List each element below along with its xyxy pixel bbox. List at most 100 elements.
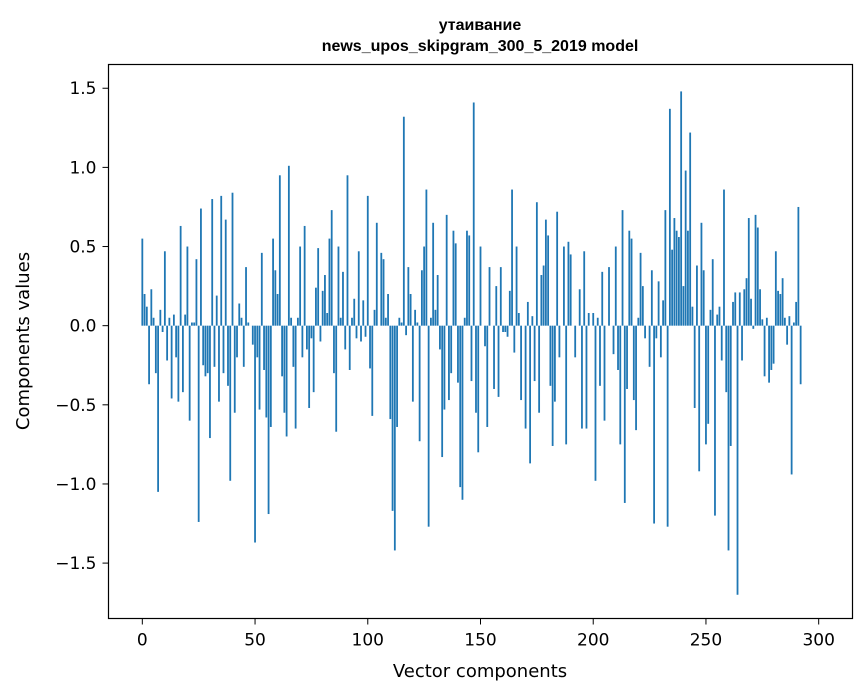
bar bbox=[493, 325, 495, 389]
bar bbox=[621, 210, 624, 326]
bar bbox=[531, 316, 534, 326]
bar bbox=[736, 325, 739, 595]
bar bbox=[513, 325, 516, 353]
bar bbox=[637, 317, 640, 326]
bar bbox=[623, 325, 626, 503]
bar bbox=[420, 270, 423, 326]
bar bbox=[714, 325, 716, 516]
bar bbox=[175, 325, 178, 358]
bar bbox=[439, 325, 441, 350]
bar bbox=[461, 325, 464, 500]
bar bbox=[238, 303, 241, 326]
bar bbox=[650, 270, 653, 326]
bar bbox=[240, 317, 243, 326]
bar bbox=[506, 325, 509, 337]
bar bbox=[526, 301, 529, 326]
chart-subtitle: news_upos_skipgram_300_5_2019 model bbox=[322, 38, 639, 55]
bar bbox=[303, 225, 306, 326]
bar bbox=[292, 325, 295, 367]
bar bbox=[601, 271, 604, 326]
bar bbox=[569, 254, 572, 326]
x-axis-ticks: 0 50 100 150 200 250 300 bbox=[137, 618, 835, 651]
bar bbox=[454, 243, 457, 326]
bar bbox=[799, 325, 802, 385]
bar bbox=[353, 298, 356, 326]
bar bbox=[342, 271, 344, 326]
bar bbox=[779, 294, 782, 326]
bar bbox=[154, 325, 157, 374]
bar bbox=[186, 246, 189, 326]
bar bbox=[143, 294, 146, 326]
bar bbox=[441, 325, 444, 458]
bar bbox=[583, 251, 586, 326]
bar bbox=[236, 325, 238, 358]
bar bbox=[369, 325, 371, 369]
bar bbox=[472, 102, 475, 326]
bar bbox=[382, 259, 385, 326]
y-axis-label: Components values bbox=[13, 252, 34, 430]
bar bbox=[635, 325, 637, 431]
bar bbox=[335, 325, 338, 432]
bar bbox=[718, 306, 721, 326]
bar bbox=[242, 325, 245, 367]
bar bbox=[290, 317, 293, 326]
bar bbox=[459, 325, 462, 488]
bar bbox=[380, 252, 383, 326]
bar bbox=[657, 281, 660, 326]
bar bbox=[574, 325, 577, 358]
bar bbox=[655, 325, 658, 339]
bar bbox=[206, 325, 209, 374]
bar bbox=[750, 298, 752, 326]
bar bbox=[204, 325, 207, 377]
y-tick-label: 1.0 bbox=[69, 158, 96, 178]
bar bbox=[795, 301, 798, 326]
bar bbox=[547, 235, 550, 326]
bar bbox=[554, 325, 556, 402]
bar bbox=[152, 317, 155, 326]
bar bbox=[752, 325, 755, 329]
bar bbox=[558, 325, 561, 358]
bar bbox=[511, 189, 513, 326]
bar bbox=[700, 222, 703, 326]
bar bbox=[761, 319, 764, 326]
bar bbox=[375, 222, 378, 326]
bar bbox=[224, 219, 227, 326]
bar bbox=[756, 227, 759, 326]
bar bbox=[360, 325, 362, 342]
bar bbox=[617, 325, 619, 370]
bar bbox=[373, 309, 376, 326]
bar bbox=[269, 325, 272, 427]
bar bbox=[632, 325, 635, 401]
bar bbox=[393, 325, 396, 551]
bar bbox=[430, 317, 432, 326]
bar bbox=[346, 175, 349, 326]
bar bbox=[384, 317, 387, 326]
bar bbox=[723, 189, 725, 326]
bar bbox=[709, 309, 712, 326]
bar bbox=[529, 325, 531, 464]
bar bbox=[682, 286, 685, 326]
bar bbox=[299, 246, 302, 326]
bar bbox=[371, 325, 374, 416]
plot-frame bbox=[107, 63, 854, 620]
bar bbox=[416, 322, 419, 326]
x-tick-label: 300 bbox=[802, 631, 834, 651]
bar bbox=[596, 317, 599, 326]
bar bbox=[689, 132, 692, 326]
bar bbox=[258, 325, 261, 410]
bar bbox=[278, 175, 281, 326]
bar bbox=[306, 325, 308, 350]
bar bbox=[409, 294, 412, 326]
bar bbox=[233, 325, 236, 413]
bar bbox=[797, 206, 800, 326]
bar bbox=[150, 289, 153, 326]
bar bbox=[326, 313, 329, 326]
bar bbox=[720, 325, 723, 361]
bar bbox=[321, 290, 324, 326]
bar bbox=[466, 230, 468, 326]
bar bbox=[427, 325, 430, 527]
bar bbox=[508, 290, 511, 326]
bar bbox=[398, 317, 401, 326]
bar bbox=[549, 325, 552, 386]
bar bbox=[680, 91, 683, 326]
